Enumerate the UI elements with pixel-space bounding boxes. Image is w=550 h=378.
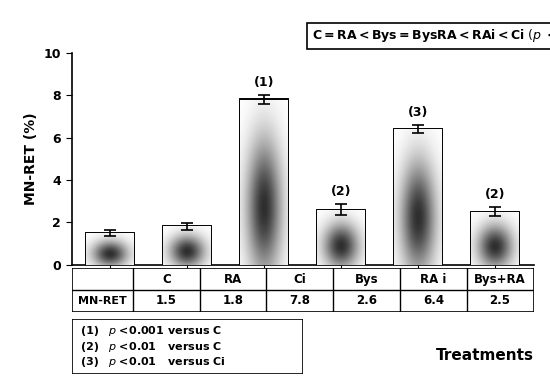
- Text: (1): (1): [81, 327, 99, 336]
- Text: MN-RET: MN-RET: [78, 296, 126, 306]
- Text: 7.8: 7.8: [289, 294, 310, 307]
- Text: (2): (2): [331, 185, 351, 198]
- Text: 1.5: 1.5: [156, 294, 177, 307]
- Bar: [86, 233, 134, 265]
- Text: $\mathit{p}$ <0.001 versus C: $\mathit{p}$ <0.001 versus C: [108, 324, 223, 338]
- Text: 2.5: 2.5: [490, 294, 510, 307]
- Bar: [394, 129, 442, 265]
- Bar: [394, 129, 442, 265]
- Text: Ci: Ci: [294, 273, 306, 286]
- Text: RA: RA: [224, 273, 242, 286]
- Bar: [163, 226, 211, 265]
- Text: 6.4: 6.4: [423, 294, 444, 307]
- Text: $\mathit{p}$ <0.01   versus C: $\mathit{p}$ <0.01 versus C: [108, 340, 223, 354]
- Bar: [471, 212, 519, 265]
- Text: Treatments: Treatments: [436, 348, 534, 363]
- Bar: [240, 99, 288, 265]
- Text: (3): (3): [81, 357, 98, 367]
- Bar: [317, 209, 365, 265]
- Bar: [471, 212, 519, 265]
- Text: (3): (3): [408, 106, 428, 119]
- Text: $\mathit{p}$ <0.01   versus Ci: $\mathit{p}$ <0.01 versus Ci: [108, 355, 226, 369]
- Text: (1): (1): [254, 76, 274, 89]
- Text: Bys+RA: Bys+RA: [474, 273, 526, 286]
- Text: 2.6: 2.6: [356, 294, 377, 307]
- Text: RA i: RA i: [420, 273, 447, 286]
- Y-axis label: MN-RET (%): MN-RET (%): [24, 112, 38, 205]
- Text: (2): (2): [81, 342, 99, 352]
- Bar: [163, 226, 211, 265]
- Text: C: C: [162, 273, 170, 286]
- Bar: [317, 209, 365, 265]
- Text: (2): (2): [485, 188, 505, 201]
- Text: Bys: Bys: [355, 273, 378, 286]
- Bar: [240, 99, 288, 265]
- Text: 1.8: 1.8: [223, 294, 244, 307]
- Text: $\mathbf{C{=}RA{<}Bys{=}BysRA{<}RAi{<}Ci}$ $\mathit{(p}$ $\mathbf{{<}0.001)}$: $\mathbf{C{=}RA{<}Bys{=}BysRA{<}RAi{<}Ci…: [312, 28, 550, 45]
- Bar: [86, 233, 134, 265]
